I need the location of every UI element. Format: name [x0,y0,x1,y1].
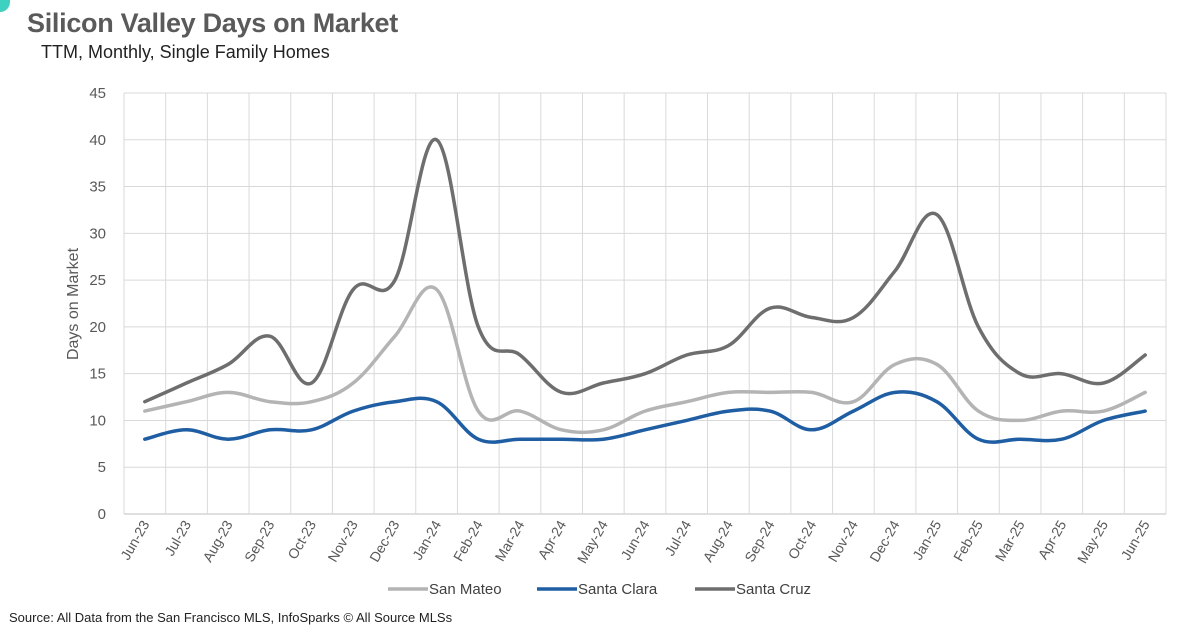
y-tick-label: 25 [89,272,106,289]
x-tick-label: Apr-24 [534,517,569,562]
legend: San Mateo Santa Clara Santa Cruz [388,581,811,598]
y-tick-label: 40 [89,132,106,149]
series-lines [143,138,1147,444]
x-tick-label: May-25 [1074,517,1111,566]
y-tick-label: 30 [89,225,106,242]
x-tick-label: Feb-24 [450,517,486,564]
y-axis-title: Days on Market [65,247,82,360]
corner-accent [0,0,10,12]
y-tick-label: 10 [89,412,106,429]
y-tick-label: 45 [89,85,106,102]
x-tick-label: Jun-23 [117,517,152,562]
x-tick-label: Jun-24 [617,517,652,562]
x-tick-label: Jan-25 [909,517,944,562]
series-santa-clara [143,390,1147,444]
legend-label-santa-clara: Santa Clara [578,581,658,598]
gridlines [123,92,1167,515]
legend-item-santa-clara: Santa Clara [537,581,658,598]
series-line-san-mateo [143,285,1147,435]
y-tick-label: 35 [89,179,106,196]
series-line-santa-cruz [143,138,1147,404]
x-tick-label: Aug-23 [199,517,236,564]
x-tick-label: Mar-24 [492,517,528,564]
legend-label-santa-cruz: Santa Cruz [736,581,811,598]
x-tick-label: Sep-23 [241,517,278,564]
series-san-mateo [143,285,1147,435]
x-tick-label: Oct-24 [784,517,819,562]
x-tick-label: Jul-24 [661,517,694,558]
x-tick-label: Mar-25 [992,517,1028,564]
x-tick-label: Jun-25 [1117,517,1152,562]
x-tick-label: Aug-24 [700,517,737,564]
chart-title: Silicon Valley Days on Market [27,8,398,38]
x-tick-label: Feb-25 [950,517,986,564]
series-santa-cruz [143,138,1147,404]
x-tick-label: Nov-23 [324,517,361,564]
y-tick-label: 15 [89,366,106,383]
chart-subtitle: TTM, Monthly, Single Family Homes [41,42,330,62]
legend-label-san-mateo: San Mateo [429,581,502,598]
x-tick-label: May-24 [574,517,611,566]
x-tick-label: Jan-24 [409,517,444,562]
x-tick-label: Nov-24 [825,517,862,564]
legend-item-san-mateo: San Mateo [388,581,502,598]
y-axis-ticks: 0 5 10 15 20 25 30 35 40 45 [89,85,106,523]
x-axis-ticks: Jun-23 Jul-23 Aug-23 Sep-23 Oct-23 Nov-23 Dec-… [117,517,1153,566]
x-tick-label: Oct-23 [284,517,319,562]
y-tick-label: 5 [98,459,106,476]
x-tick-label: Jul-23 [161,517,194,558]
x-tick-label: Dec-24 [866,517,903,564]
x-tick-label: Dec-23 [366,517,403,564]
series-line-santa-clara [143,390,1147,444]
y-tick-label: 0 [98,506,106,523]
x-tick-label: Sep-24 [741,517,778,564]
x-tick-label: Apr-25 [1035,517,1070,562]
legend-item-santa-cruz: Santa Cruz [695,581,811,598]
y-tick-label: 20 [89,319,106,336]
source-note: Source: All Data from the San Francisco … [9,610,453,625]
